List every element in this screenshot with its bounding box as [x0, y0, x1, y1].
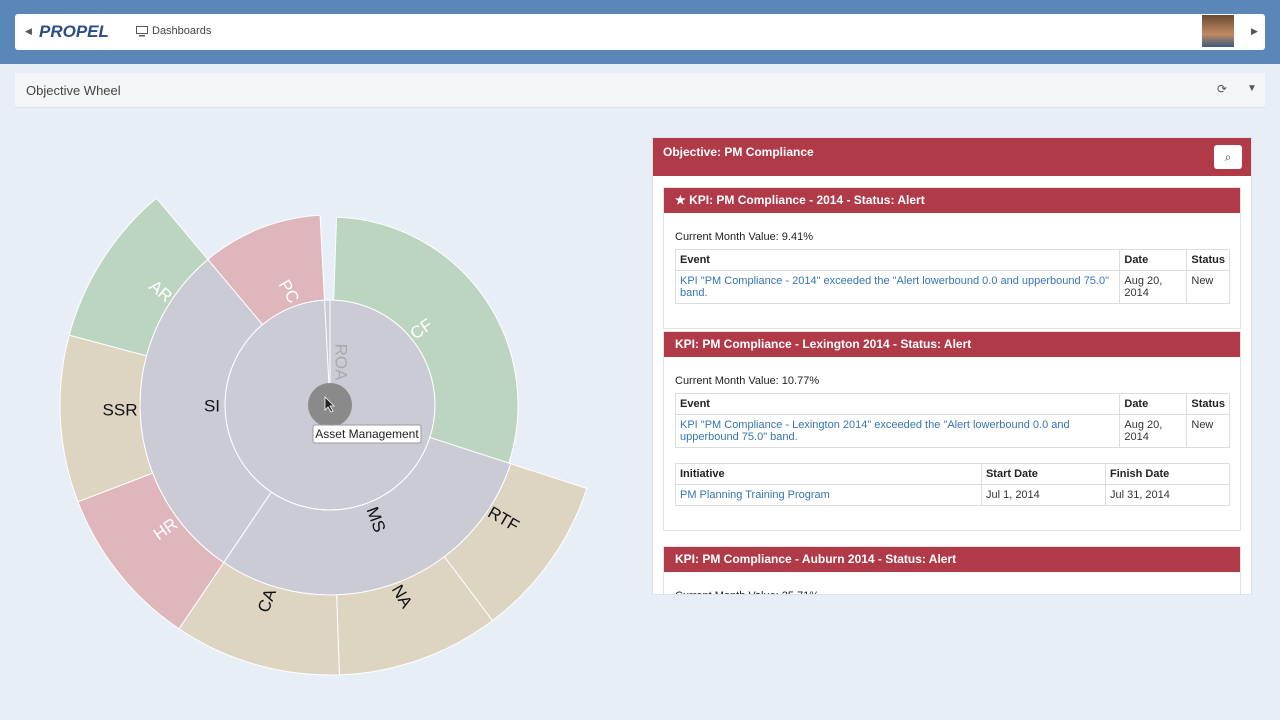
search-button[interactable]: ⌕: [1214, 145, 1242, 169]
link-cell[interactable]: KPI "PM Compliance - Lexington 2014" exc…: [674, 414, 1121, 448]
monitor-icon: [136, 26, 148, 37]
wheel-segment: [68, 197, 209, 357]
navbar: ◀ PROPEL Dashboards ▶: [15, 14, 1265, 50]
panel-title: Objective Wheel: [26, 83, 121, 98]
filter-button[interactable]: ▼: [1247, 83, 1257, 94]
link-cell[interactable]: PM Planning Training Program: [675, 484, 982, 506]
kpi-header: KPI: PM Compliance - Auburn 2014 - Statu…: [664, 547, 1240, 572]
column-header: Initiative: [675, 463, 982, 485]
star-icon: ★: [675, 193, 690, 207]
current-value: Current Month Value: 25.71%: [675, 590, 1240, 594]
wheel-segment: [207, 214, 326, 326]
events-table: Event Date Status KPI "PM Compliance - 2014…: [674, 249, 1230, 304]
header-row: Event Date Status: [674, 393, 1230, 415]
kpi-header: KPI: PM Compliance - Lexington 2014 - St…: [664, 332, 1240, 357]
objective-header: Objective: PM Compliance ⌕: [653, 138, 1251, 176]
refresh-button[interactable]: ⟳: [1217, 82, 1228, 96]
kpi-card: KPI: PM Compliance - Lexington 2014 - St…: [663, 331, 1241, 531]
cursor: [324, 396, 335, 413]
initiatives-table: Initiative Start Date Finish Date PM Planni…: [675, 463, 1231, 506]
kpi-card: ★ KPI: PM Compliance - 2014 - Status: Al…: [663, 187, 1241, 329]
forward-arrow[interactable]: ▶: [1251, 26, 1258, 36]
kpi-title: KPI: PM Compliance - 2014 - Status: Aler…: [689, 193, 925, 207]
events-table: Event Date Status KPI "PM Compliance - Lexi…: [674, 393, 1230, 448]
table-cell: New: [1186, 414, 1230, 448]
current-value: Current Month Value: 9.41%: [675, 231, 813, 243]
table-row: KPI "PM Compliance - Lexington 2014" exc…: [674, 414, 1230, 448]
table-cell: New: [1186, 270, 1230, 304]
table-cell: Jul 31, 2014: [1104, 484, 1231, 506]
column-header: Event: [674, 249, 1121, 271]
table-cell: Aug 20, 2014: [1119, 270, 1188, 304]
logo[interactable]: PROPEL: [39, 22, 109, 41]
table-cell: Aug 20, 2014: [1119, 414, 1188, 448]
kpi-card: KPI: PM Compliance - Auburn 2014 - Statu…: [663, 546, 1241, 594]
tooltip: Asset Management: [315, 427, 419, 441]
table-cell: Jul 1, 2014: [980, 484, 1106, 506]
card-spacer: [664, 506, 1240, 530]
table-row: PM Planning Training Program Jul 1, 2014 J…: [675, 484, 1231, 506]
header-row: Event Date Status: [674, 249, 1230, 271]
segment-label: SI: [204, 396, 220, 415]
current-value: Current Month Value: 10.77%: [675, 375, 820, 387]
header-row: Initiative Start Date Finish Date: [675, 463, 1231, 485]
link-cell[interactable]: KPI "PM Compliance - 2014" exceeded the …: [674, 270, 1121, 304]
kpi-title: KPI: PM Compliance - Auburn 2014 - Statu…: [675, 552, 957, 566]
column-header: Date: [1119, 249, 1188, 271]
wheel-segment: [333, 216, 519, 464]
back-arrow[interactable]: ◀: [25, 26, 32, 36]
column-header: Date: [1119, 393, 1188, 415]
kpi-header: ★ KPI: PM Compliance - 2014 - Status: Al…: [664, 188, 1240, 213]
table-row: KPI "PM Compliance - 2014" exceeded the …: [674, 270, 1230, 304]
column-header: Status: [1186, 249, 1230, 271]
tooltip-box: [312, 424, 422, 444]
kpi-title: KPI: PM Compliance - Lexington 2014 - St…: [675, 337, 972, 351]
objective-panel: Objective: PM Compliance ⌕ ★ KPI: PM Com…: [652, 137, 1252, 595]
column-header: Finish Date: [1104, 463, 1231, 485]
card-spacer: [664, 304, 1240, 328]
column-header: Status: [1186, 393, 1230, 415]
segment-label: ROA: [332, 344, 351, 382]
objective-title: Objective: PM Compliance: [663, 145, 814, 159]
panel-header: Objective Wheel ⟳ ▼: [15, 73, 1265, 108]
column-header: Start Date: [980, 463, 1106, 485]
segment-label: SSR: [103, 400, 138, 419]
avatar[interactable]: [1202, 15, 1234, 47]
menu-dashboards[interactable]: Dashboards: [152, 25, 212, 37]
column-header: Event: [674, 393, 1121, 415]
